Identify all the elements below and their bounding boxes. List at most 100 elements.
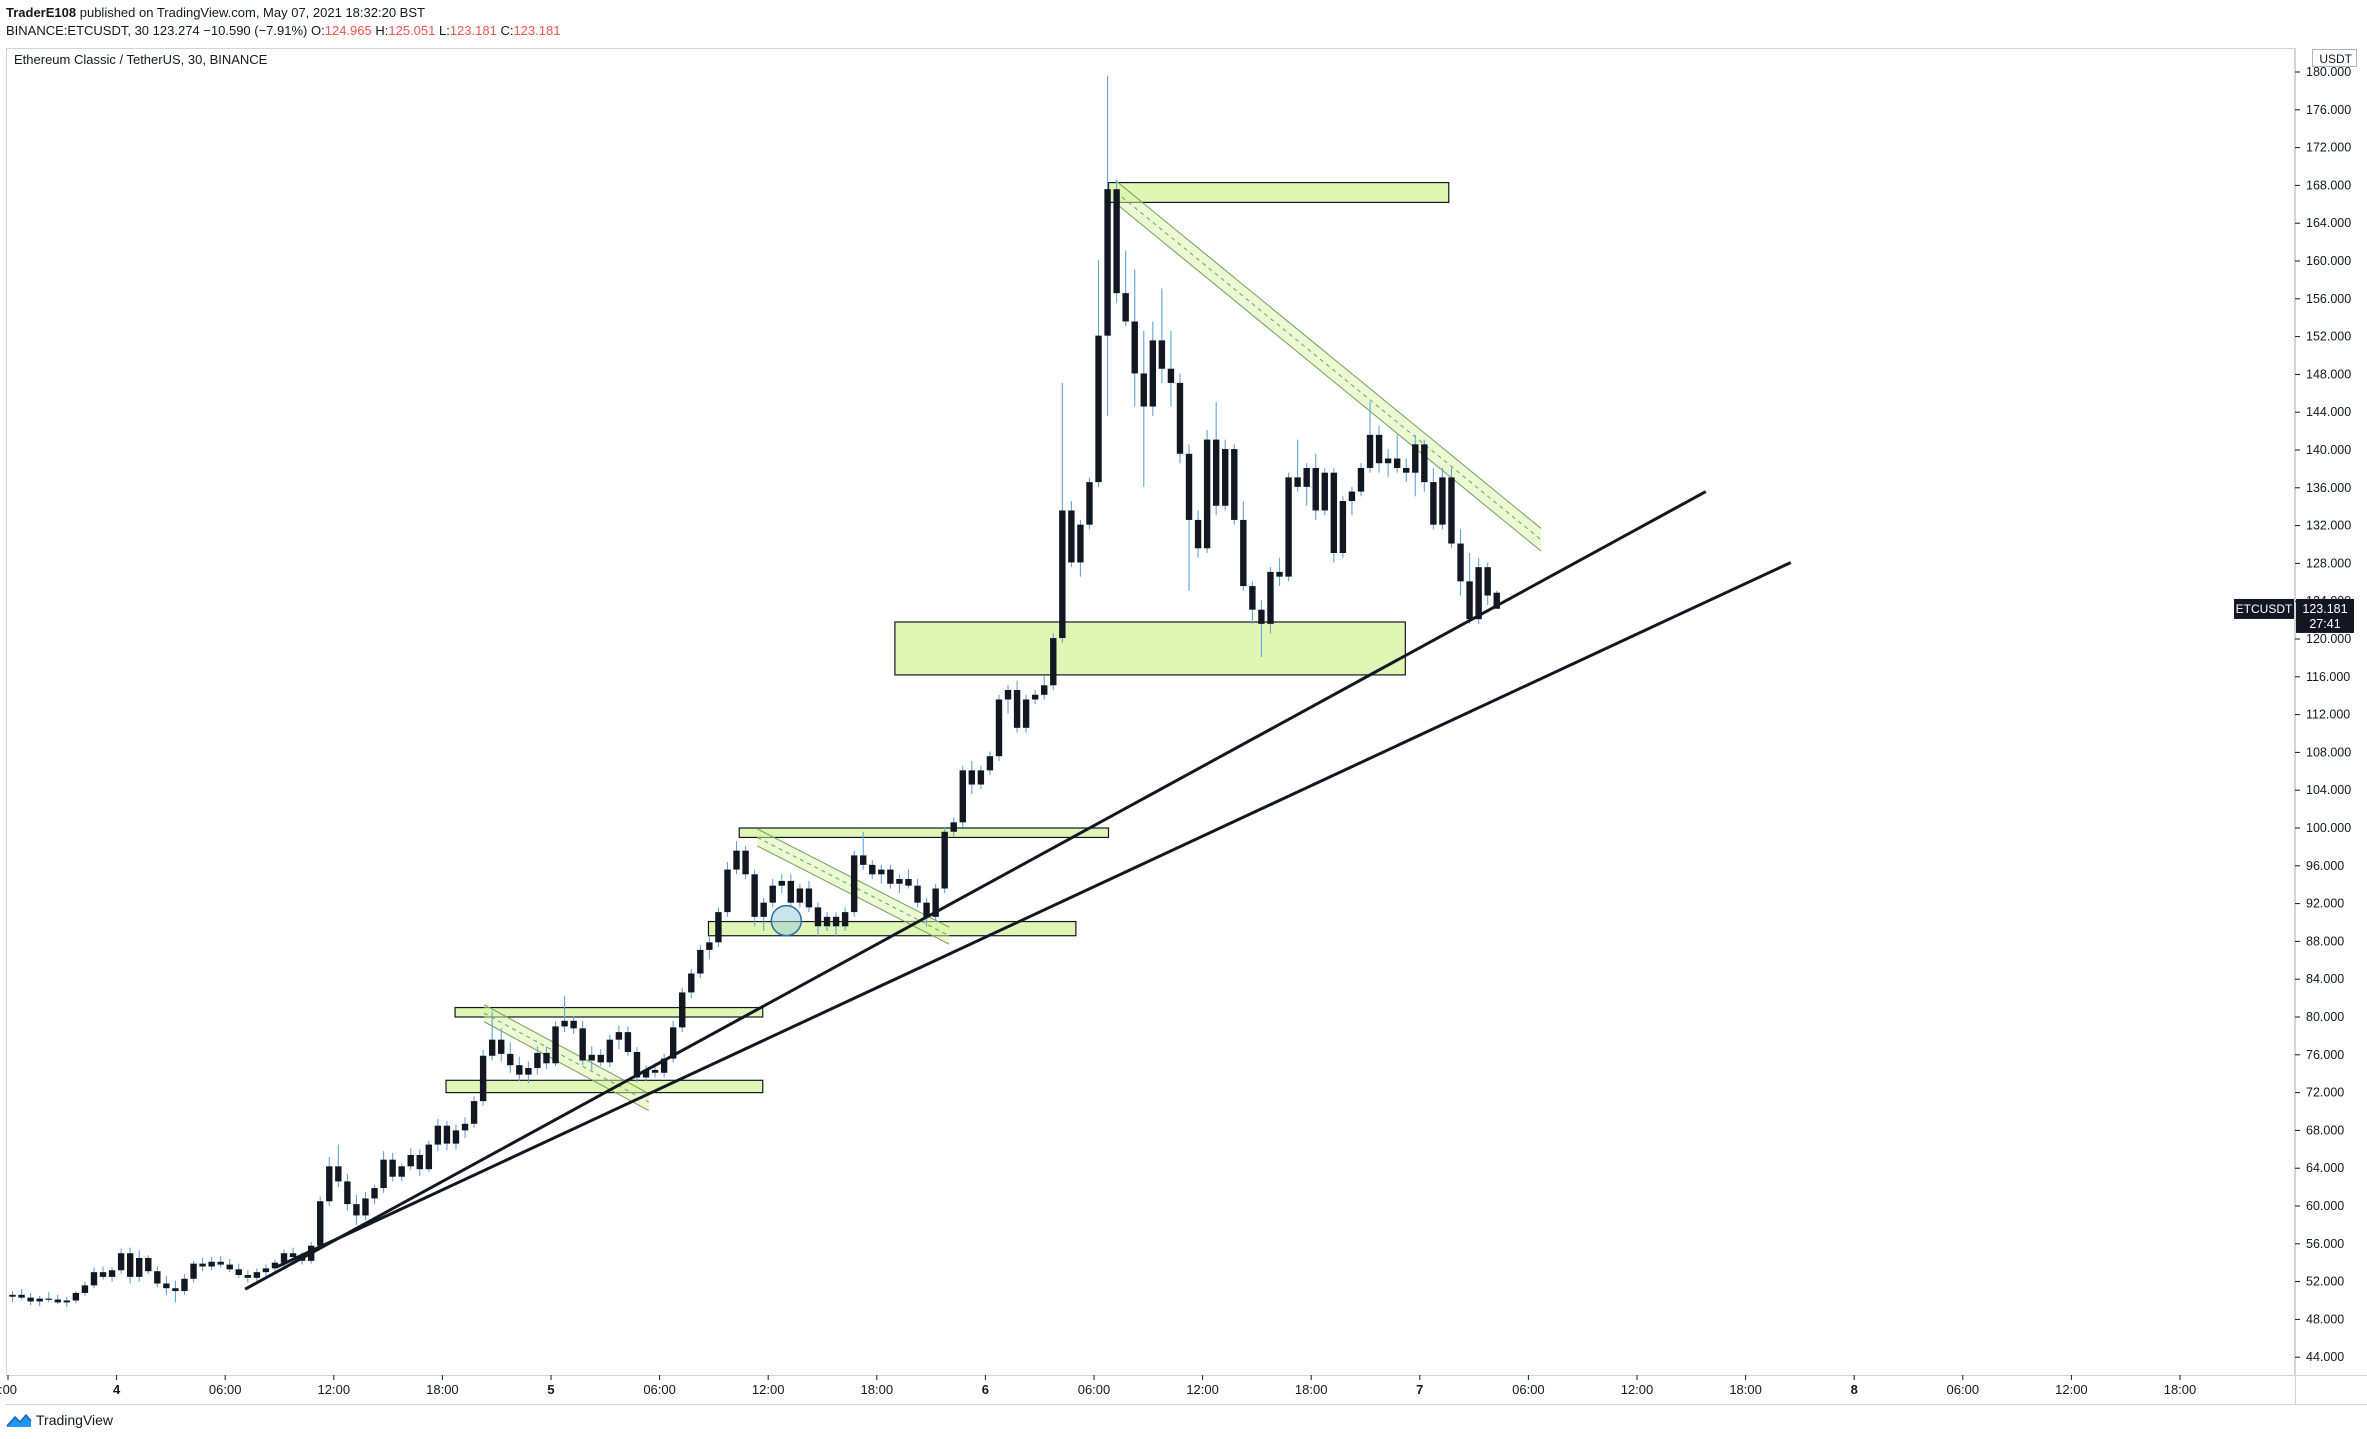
candle[interactable] xyxy=(534,1046,541,1075)
candle[interactable] xyxy=(1086,477,1093,530)
candle[interactable] xyxy=(1330,467,1338,563)
candle[interactable] xyxy=(208,1257,215,1271)
candle[interactable] xyxy=(199,1257,206,1272)
candle[interactable] xyxy=(1203,430,1211,554)
support-zone[interactable] xyxy=(454,1006,764,1018)
candle[interactable] xyxy=(1149,321,1157,416)
candle[interactable] xyxy=(407,1148,414,1171)
candle[interactable] xyxy=(1176,373,1184,464)
candle[interactable] xyxy=(1339,496,1347,558)
candle[interactable] xyxy=(1185,444,1193,591)
candle[interactable] xyxy=(986,751,994,776)
candle[interactable] xyxy=(1448,467,1455,549)
candle[interactable] xyxy=(1430,467,1437,530)
support-zone[interactable] xyxy=(1107,181,1450,204)
candle[interactable] xyxy=(1384,449,1392,478)
trend-channel[interactable] xyxy=(1115,180,1542,552)
candle[interactable] xyxy=(543,1046,550,1069)
candle[interactable] xyxy=(317,1196,324,1249)
candle[interactable] xyxy=(579,1020,586,1066)
publisher-name[interactable]: TraderE108 xyxy=(6,5,77,20)
candle[interactable] xyxy=(398,1163,405,1182)
candle[interactable] xyxy=(416,1149,423,1176)
candle[interactable] xyxy=(1366,401,1374,473)
candle[interactable] xyxy=(1267,567,1274,634)
candle[interactable] xyxy=(1077,519,1084,577)
candle[interactable] xyxy=(190,1260,197,1283)
candle[interactable] xyxy=(172,1280,179,1303)
candle[interactable] xyxy=(561,996,568,1033)
candle[interactable] xyxy=(108,1267,116,1282)
candle[interactable] xyxy=(706,935,713,960)
candle[interactable] xyxy=(769,879,776,908)
candle[interactable] xyxy=(525,1061,532,1084)
candle[interactable] xyxy=(1194,510,1202,558)
candle[interactable] xyxy=(507,1042,514,1073)
candle[interactable] xyxy=(1412,434,1419,497)
candle[interactable] xyxy=(1167,330,1175,407)
candle[interactable] xyxy=(959,765,966,828)
trend-line[interactable] xyxy=(277,561,1792,1268)
candle[interactable] xyxy=(434,1119,442,1152)
candle[interactable] xyxy=(253,1268,261,1282)
candle[interactable] xyxy=(145,1255,152,1275)
candle[interactable] xyxy=(36,1295,43,1307)
candle[interactable] xyxy=(443,1120,451,1151)
candle[interactable] xyxy=(1258,600,1265,657)
support-zone[interactable] xyxy=(738,827,1110,839)
candle[interactable] xyxy=(697,945,704,979)
candle[interactable] xyxy=(1059,382,1066,643)
candle[interactable] xyxy=(995,694,1003,761)
candle[interactable] xyxy=(1466,553,1473,624)
candle[interactable] xyxy=(887,864,894,889)
candle[interactable] xyxy=(1131,269,1138,407)
candle[interactable] xyxy=(1249,581,1256,624)
candle[interactable] xyxy=(498,1028,505,1062)
candle[interactable] xyxy=(606,1034,614,1068)
candle[interactable] xyxy=(823,912,831,932)
candle[interactable] xyxy=(425,1140,433,1172)
candle[interactable] xyxy=(932,883,939,922)
candle[interactable] xyxy=(117,1248,125,1275)
candle[interactable] xyxy=(1158,288,1166,383)
candle[interactable] xyxy=(371,1185,378,1205)
trend-line[interactable] xyxy=(244,490,1707,1291)
candle[interactable] xyxy=(1113,179,1120,303)
candle[interactable] xyxy=(597,1049,604,1067)
candle[interactable] xyxy=(516,1056,523,1082)
candle[interactable] xyxy=(950,817,957,837)
candle[interactable] xyxy=(570,1016,577,1035)
candle[interactable] xyxy=(1013,680,1021,733)
candle[interactable] xyxy=(9,1291,16,1303)
candle[interactable] xyxy=(1393,434,1401,473)
candle[interactable] xyxy=(742,845,749,880)
candle[interactable] xyxy=(452,1124,460,1150)
candle[interactable] xyxy=(1068,501,1075,568)
candle[interactable] xyxy=(1285,472,1292,582)
candle[interactable] xyxy=(1276,557,1283,587)
candle[interactable] xyxy=(968,760,976,794)
candle[interactable] xyxy=(335,1144,342,1188)
candle[interactable] xyxy=(751,869,758,927)
candle[interactable] xyxy=(552,1021,559,1067)
candle[interactable] xyxy=(1439,467,1446,530)
candle[interactable] xyxy=(1222,439,1229,511)
candle[interactable] xyxy=(1004,685,1012,714)
candle[interactable] xyxy=(1357,463,1365,497)
candle[interactable] xyxy=(163,1275,170,1295)
candle[interactable] xyxy=(1303,463,1310,506)
candle[interactable] xyxy=(326,1156,333,1206)
candle[interactable] xyxy=(814,902,822,936)
candle[interactable] xyxy=(624,1026,632,1056)
candle[interactable] xyxy=(615,1025,623,1050)
candle[interactable] xyxy=(99,1266,107,1280)
candle[interactable] xyxy=(1212,401,1220,516)
candle[interactable] xyxy=(488,1011,496,1061)
candle[interactable] xyxy=(353,1194,360,1225)
tradingview-logo[interactable]: TradingView xyxy=(6,1409,113,1431)
candle[interactable] xyxy=(977,765,985,790)
candle[interactable] xyxy=(45,1291,52,1303)
candle[interactable] xyxy=(1375,425,1383,473)
candle[interactable] xyxy=(479,1050,487,1106)
